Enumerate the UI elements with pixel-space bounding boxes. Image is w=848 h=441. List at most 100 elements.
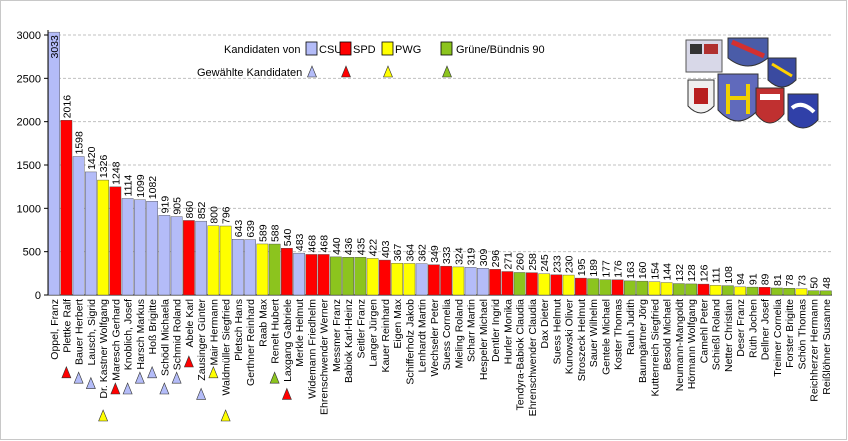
x-tick-label: Hoß Brigitte [147, 299, 159, 355]
x-tick-label: Stroszeck Helmut [576, 299, 588, 381]
x-tick-labels: Oppel, Franz Plettke Ralf Bauer Herbert Lau… [49, 298, 833, 416]
bar-value-label: 1598 [74, 131, 86, 155]
bar-value-label: 1248 [110, 161, 122, 185]
bar-value-label: 50 [809, 277, 821, 289]
bar [795, 288, 808, 296]
x-tick-label: Eigen Max [392, 298, 404, 348]
x-tick-label: Forster Brigitte [784, 299, 796, 368]
bar [820, 290, 832, 296]
x-tick-label: Hurler Monika [502, 299, 514, 365]
bar-value-label: 643 [233, 220, 245, 238]
bar-value-label: 94 [735, 273, 747, 285]
bar [48, 31, 60, 296]
bar [685, 283, 697, 296]
elected-marker [147, 366, 158, 379]
bar [526, 272, 538, 296]
x-tick-label: Oppel, Franz [49, 299, 61, 360]
bar [366, 258, 379, 296]
x-tick-label: Kauer Reinhard [380, 299, 392, 373]
x-tick-label: Renelt Hubert [270, 299, 282, 364]
bar-value-label: 111 [711, 267, 723, 283]
bar [587, 278, 599, 296]
elected-marker [134, 371, 145, 384]
legend-elected-marker [383, 65, 393, 78]
bar [293, 252, 305, 296]
elected-marker [61, 366, 72, 379]
bar [440, 265, 452, 296]
bar [624, 280, 636, 296]
bar-value-label: 296 [490, 250, 502, 268]
bar [771, 287, 783, 296]
bar [244, 239, 256, 296]
elected-marker [171, 371, 182, 384]
x-tick-label: Koster Thomas [613, 299, 625, 370]
elected-marker [122, 382, 133, 395]
bar-value-label: 435 [355, 238, 367, 256]
legend-label: SPD [353, 44, 376, 56]
bar [109, 186, 122, 296]
bar [256, 243, 269, 296]
x-tick-label: Baumgärtner Jörg [637, 299, 649, 383]
legend-swatch [339, 41, 352, 56]
bar-value-label: 468 [319, 235, 331, 253]
bar-value-label: 81 [772, 274, 784, 286]
elected-marker [159, 382, 170, 395]
x-tick-label: Ehrenschwender Werner [319, 299, 331, 415]
bar [354, 257, 367, 296]
legend: Kandidaten von Gewählte Kandidaten CSU SP… [197, 41, 545, 79]
y-tick-label: 1000 [17, 203, 41, 215]
x-tick-label: Mair Hermann [208, 299, 220, 366]
x-tick-label: Widemann Friedhelm [306, 299, 318, 399]
legend-elected-marker [442, 65, 452, 78]
bar [648, 281, 661, 296]
x-tick-label: Schön Thomas [796, 299, 808, 369]
elected-marker [269, 371, 280, 384]
y-tick-label: 3000 [17, 30, 41, 42]
x-tick-label: Gerthner Reinhard [245, 299, 257, 386]
x-tick-label: Sauer Wilhelm [588, 299, 600, 368]
legend-elected-marker [307, 65, 317, 78]
bar-value-label: 160 [637, 261, 649, 279]
bar-value-label: 2016 [61, 95, 73, 119]
bar [85, 171, 97, 296]
x-tick-label: Knoblich, Josef [123, 299, 135, 370]
bar-value-label: 177 [600, 260, 612, 278]
x-tick-label: Reißlöhner Susanne [821, 299, 833, 395]
legend-header-elected: Gewählte Kandidaten [197, 67, 302, 79]
bar [330, 256, 342, 296]
x-tick-label: Schödl Michaela [159, 299, 171, 376]
bar [550, 274, 563, 296]
bar-value-label: 258 [527, 253, 539, 271]
bar [121, 198, 134, 296]
bar [317, 254, 330, 296]
x-tick-label: Reichherzer Hermann [809, 299, 821, 402]
legend-swatch [381, 41, 394, 56]
bar-value-label: 860 [184, 201, 196, 219]
bar [758, 287, 771, 296]
elected-marker [110, 382, 121, 395]
bar [697, 283, 710, 296]
bar [219, 225, 232, 296]
bar-value-label: 324 [453, 247, 465, 265]
bar-value-label: 260 [515, 253, 527, 271]
x-tick-label: Babiok Karl-Heinz [343, 299, 355, 383]
x-tick-label: Rauh Judith [625, 299, 637, 355]
bar-value-label: 468 [306, 235, 318, 253]
x-tick-label: Schifferholz Jakob [404, 299, 416, 385]
legend-label: CSU [319, 44, 342, 56]
bar-value-label: 349 [429, 245, 441, 263]
bar-value-label: 3033 [49, 35, 61, 59]
bar-value-label: 163 [625, 261, 637, 279]
bar-value-label: 440 [331, 237, 343, 255]
x-tick-label: Zausinger Günter [196, 299, 208, 381]
legend-label: PWG [395, 44, 421, 56]
bar [734, 286, 746, 296]
municipal-coats-of-arms-icon [685, 37, 819, 129]
bar-value-label: 333 [441, 246, 453, 264]
bar [72, 156, 85, 296]
bar [305, 254, 318, 296]
x-tick-label: Pletsch Hans [233, 299, 245, 361]
bar-value-label: 1420 [86, 146, 98, 170]
